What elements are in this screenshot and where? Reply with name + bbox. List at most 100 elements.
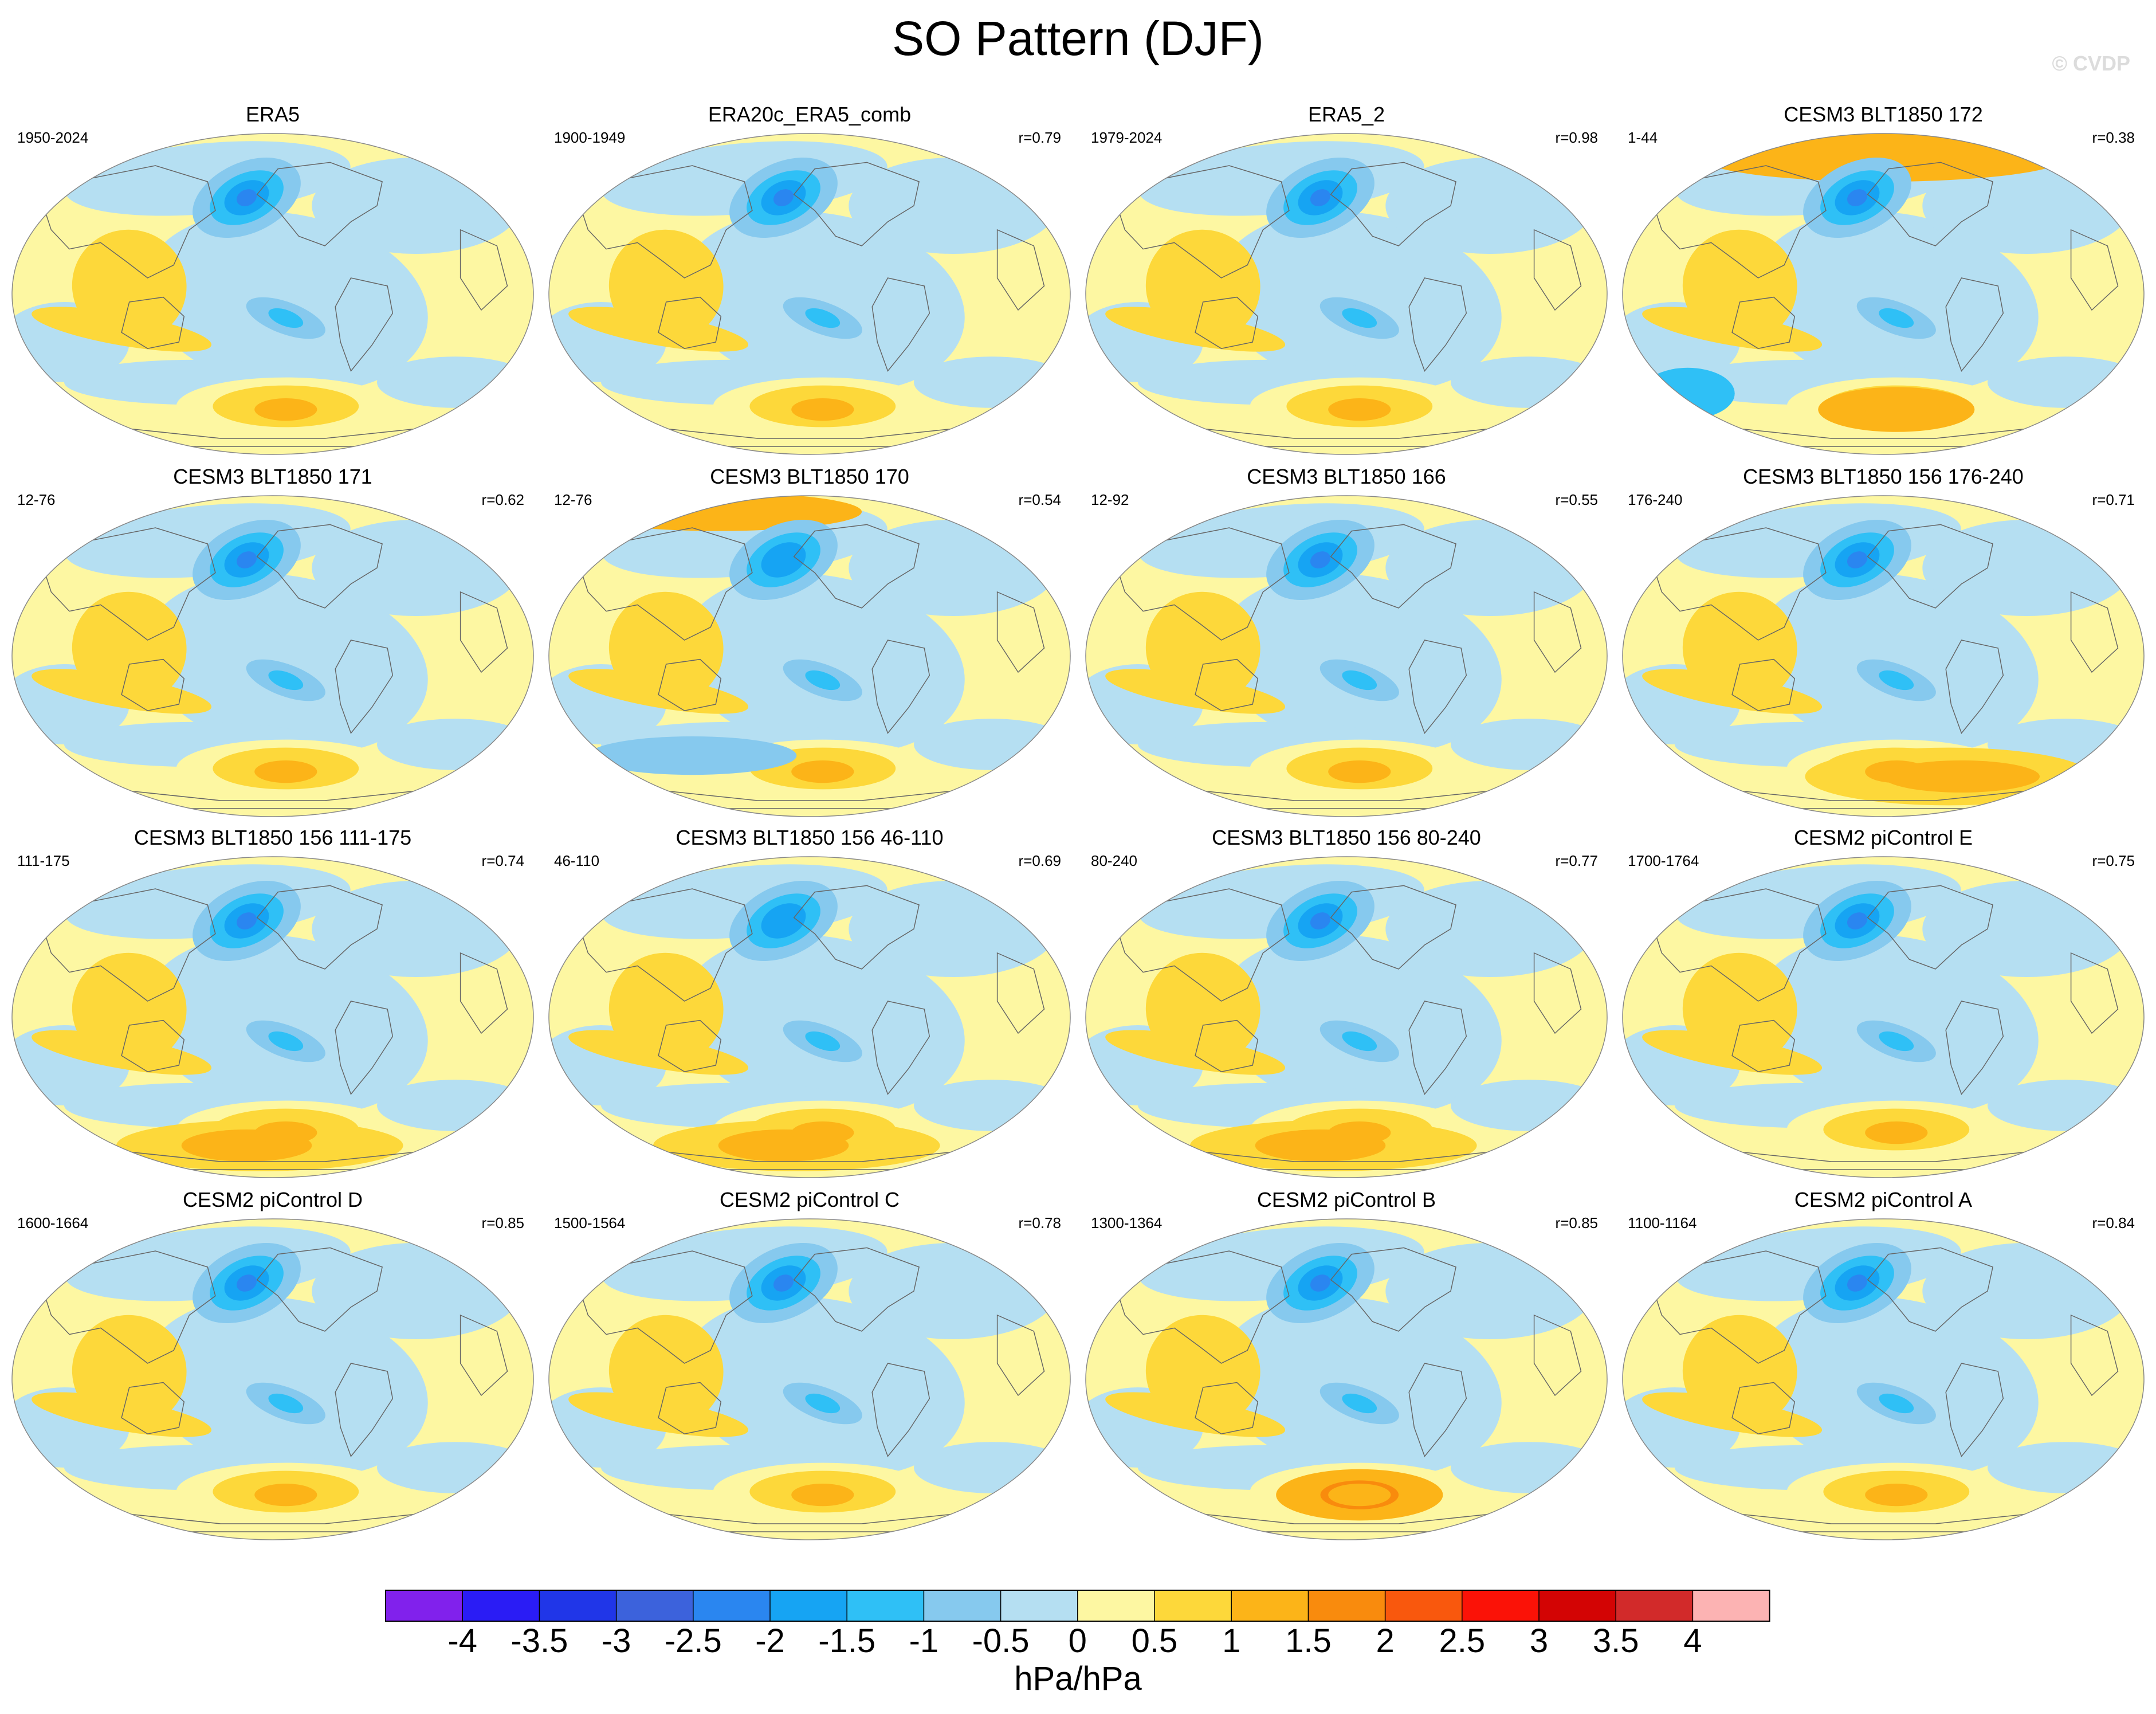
colorbar-tick-label: 3	[1530, 1622, 1548, 1659]
panel-correlation: r=0.74	[481, 852, 524, 869]
panel-correlation: r=0.78	[1018, 1214, 1061, 1231]
panel-period: 1300-1364	[1091, 1214, 1163, 1231]
panel-period: 111-175	[17, 852, 70, 869]
panel-period: 1600-1664	[17, 1214, 89, 1231]
map-panel: CESM2 piControl A 1100-1164 r=0.84	[1619, 1187, 2147, 1550]
colorbar-swatch	[539, 1590, 616, 1621]
panel-correlation: r=0.79	[1018, 129, 1061, 146]
map-panel: CESM3 BLT1850 171 12-76 r=0.62	[9, 464, 537, 826]
colorbar-tick-label: 4	[1683, 1622, 1702, 1659]
colorbar-swatch	[1462, 1590, 1539, 1621]
map-panel: ERA5_2 1979-2024 r=0.98	[1082, 102, 1611, 464]
colorbar-tick-label: 1.5	[1285, 1622, 1332, 1659]
panel-title: ERA5	[245, 103, 300, 126]
contour-map	[1622, 133, 2145, 455]
panel-correlation: r=0.85	[481, 1214, 524, 1231]
panel-title: CESM3 BLT1850 156 80-240	[1212, 826, 1481, 849]
panel-correlation: r=0.62	[481, 491, 524, 508]
watermark: © CVDP	[2052, 52, 2130, 75]
panel-period: 1500-1564	[554, 1214, 626, 1231]
panel-correlation: r=0.85	[1555, 1214, 1598, 1231]
panel-period: 1700-1764	[1628, 852, 1699, 869]
contour-map	[1085, 495, 1608, 817]
contour-map	[11, 1218, 534, 1540]
colorbar-swatch	[1077, 1590, 1154, 1621]
panel-title: ERA5_2	[1307, 103, 1385, 126]
panel-period: 1900-1949	[554, 129, 626, 146]
panel-title: CESM2 piControl B	[1256, 1188, 1436, 1211]
map-panel: ERA5 1950-2024	[9, 102, 537, 464]
panel-period: 1950-2024	[17, 129, 89, 146]
panel-correlation: r=0.54	[1018, 491, 1061, 508]
panel-title: CESM3 BLT1850 156 46-110	[676, 826, 944, 849]
panel-correlation: r=0.69	[1018, 852, 1061, 869]
panel-correlation: r=0.38	[2092, 129, 2135, 146]
panel-title: CESM2 piControl A	[1794, 1188, 1973, 1211]
panel-period: 1-44	[1628, 129, 1658, 146]
colorbar-tick-label: 1	[1222, 1622, 1240, 1659]
panel-period: 12-76	[554, 491, 592, 508]
colorbar-swatch	[924, 1590, 1001, 1621]
contour-map	[1622, 1218, 2145, 1540]
panel-title: CESM3 BLT1850 156 176-240	[1743, 465, 2024, 488]
map-panel: CESM3 BLT1850 156 176-240 176-240 r=0.71	[1619, 464, 2147, 826]
colorbar-tick-label: -2.5	[665, 1622, 722, 1659]
colorbar-swatch	[1539, 1590, 1616, 1621]
colorbar-tick-label: -4	[447, 1622, 477, 1659]
panel-title: CESM3 BLT1850 156 111-175	[133, 826, 412, 849]
colorbar-tick-label: 0.5	[1132, 1622, 1178, 1659]
contour-map	[548, 1218, 1071, 1540]
map-panel: CESM3 BLT1850 170 12-76 r=0.54	[545, 464, 1074, 826]
colorbar-tick-label: -1.5	[818, 1622, 875, 1659]
map-panel: CESM2 piControl C 1500-1564 r=0.78	[545, 1187, 1074, 1550]
panel-correlation: r=0.84	[2092, 1214, 2135, 1231]
colorbar-tick-label: 2.5	[1439, 1622, 1485, 1659]
panel-correlation: r=0.75	[2092, 852, 2135, 869]
contour-map	[548, 495, 1071, 817]
map-panel: CESM2 piControl E 1700-1764 r=0.75	[1619, 825, 2147, 1187]
panel-correlation: r=0.98	[1555, 129, 1598, 146]
contour-map	[11, 856, 534, 1178]
panel-title: CESM2 piControl C	[719, 1188, 900, 1211]
contour-map	[548, 133, 1071, 455]
colorbar-tick-label: -0.5	[972, 1622, 1030, 1659]
map-panel: ERA20c_ERA5_comb 1900-1949 r=0.79	[545, 102, 1074, 464]
panel-period: 1979-2024	[1091, 129, 1163, 146]
colorbar-swatch	[616, 1590, 693, 1621]
panel-title: CESM3 BLT1850 171	[173, 465, 372, 488]
colorbar-tick-label: 2	[1376, 1622, 1394, 1659]
colorbar-swatch	[1231, 1590, 1309, 1621]
panel-correlation: r=0.77	[1555, 852, 1598, 869]
colorbar-tick-label: -3.5	[510, 1622, 568, 1659]
colorbar-tick-label: -2	[755, 1622, 785, 1659]
colorbar-swatch	[386, 1590, 463, 1621]
contour-map	[1085, 1218, 1608, 1540]
panel-period: 176-240	[1628, 491, 1683, 508]
contour-map	[1085, 856, 1608, 1178]
colorbar-swatch	[1308, 1590, 1385, 1621]
contour-map	[1085, 133, 1608, 455]
panel-title: CESM3 BLT1850 170	[710, 465, 909, 488]
contour-map	[1622, 856, 2145, 1178]
panel-correlation: r=0.55	[1555, 491, 1598, 508]
colorbar-tick-label: 0	[1069, 1622, 1087, 1659]
panel-correlation: r=0.71	[2092, 491, 2135, 508]
contour-map	[548, 856, 1071, 1178]
panel-title: CESM2 piControl E	[1793, 826, 1973, 849]
colorbar-tick-label: -3	[602, 1622, 631, 1659]
map-panel: CESM3 BLT1850 172 1-44 r=0.38	[1619, 102, 2147, 464]
colorbar-tick-label: 3.5	[1593, 1622, 1639, 1659]
colorbar-swatch	[1692, 1590, 1770, 1621]
panel-title: ERA20c_ERA5_comb	[708, 103, 912, 126]
colorbar: -4 -3.5 -3 -2.5 -2 -1.5 -1 -0.5 0 0.5 1 1.5 2 2.5 3 3.5…	[385, 1590, 1770, 1659]
colorbar-swatch	[770, 1590, 847, 1621]
contour-map	[11, 495, 534, 817]
panel-period: 80-240	[1091, 852, 1137, 869]
colorbar-swatch	[1000, 1590, 1078, 1621]
colorbar-swatch	[693, 1590, 770, 1621]
map-panel: CESM2 piControl B 1300-1364 r=0.85	[1082, 1187, 1611, 1550]
colorbar-swatch	[1385, 1590, 1462, 1621]
panel-period: 12-92	[1091, 491, 1129, 508]
map-panel: CESM2 piControl D 1600-1664 r=0.85	[9, 1187, 537, 1550]
panel-title: CESM3 BLT1850 172	[1784, 103, 1983, 126]
